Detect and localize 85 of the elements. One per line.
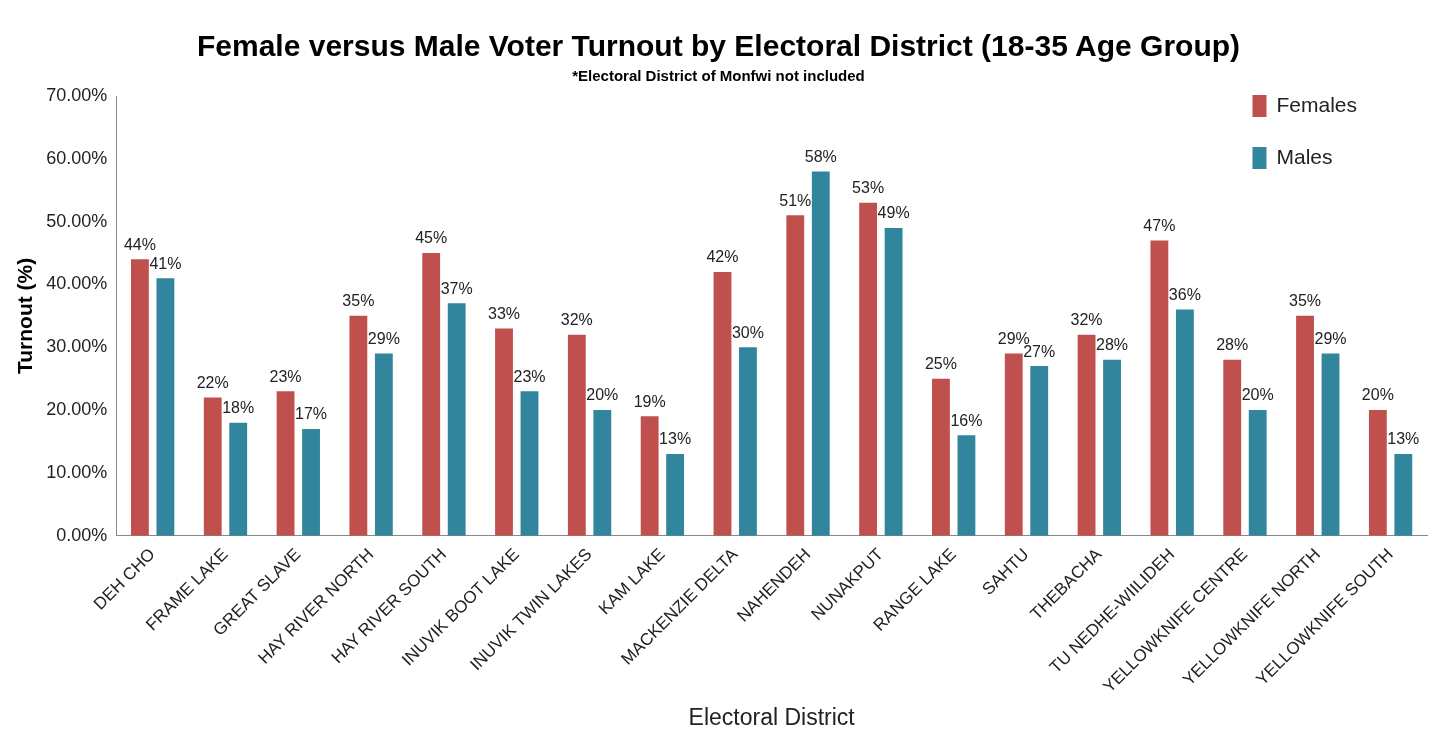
bar: [666, 454, 685, 536]
data-label: 16%: [950, 411, 983, 429]
bar: [859, 202, 878, 536]
y-tick-label: 70.00%: [46, 84, 108, 105]
data-label: 29%: [997, 329, 1030, 347]
bar: [1175, 309, 1194, 536]
bar: [1296, 315, 1314, 536]
bar: [1103, 359, 1121, 536]
chart-subtitle: *Electoral District of Monfwi not included: [572, 67, 865, 85]
data-label: 33%: [488, 304, 521, 322]
bar: [713, 271, 732, 536]
bar: [1248, 410, 1267, 536]
legend-label: Males: [1276, 144, 1333, 168]
bar: [786, 215, 805, 536]
y-tick-label: 40.00%: [46, 273, 108, 294]
y-tick-label: 60.00%: [46, 147, 108, 168]
data-label: 19%: [633, 392, 666, 410]
data-label: 53%: [852, 179, 885, 197]
data-label: 32%: [560, 311, 593, 329]
bar: [739, 347, 757, 536]
bar: [156, 278, 175, 536]
bar: [1077, 334, 1096, 536]
y-tick-label: 10.00%: [46, 461, 108, 482]
bar: [1004, 353, 1023, 536]
chart-title: Female versus Male Voter Turnout by Electoral District (18-35 Age Group): [196, 29, 1241, 63]
data-label: 58%: [804, 147, 837, 165]
data-label: 30%: [731, 323, 764, 341]
data-label: 17%: [295, 405, 328, 423]
data-label: 51%: [779, 191, 812, 209]
bar: [349, 315, 368, 536]
data-label: 13%: [659, 430, 692, 448]
data-label: 42%: [706, 248, 739, 266]
data-label: 18%: [222, 399, 255, 417]
bar: [640, 416, 659, 536]
data-label: 22%: [196, 373, 229, 391]
bar: [1150, 240, 1169, 536]
data-label: 35%: [342, 292, 375, 310]
x-axis-title: Electoral District: [688, 703, 856, 730]
bar: [520, 391, 539, 536]
bar: [495, 328, 513, 536]
y-axis-title: Turnout (%): [13, 257, 37, 374]
data-label: 13%: [1387, 430, 1420, 448]
data-label: 25%: [924, 355, 957, 373]
bar: [811, 171, 830, 536]
data-label: 28%: [1096, 336, 1129, 354]
data-label: 45%: [415, 229, 448, 247]
bar: [131, 259, 149, 536]
data-label: 32%: [1070, 311, 1103, 329]
data-label: 20%: [1241, 386, 1274, 404]
bar: [276, 391, 295, 536]
data-label: 49%: [877, 204, 910, 222]
bar: [447, 303, 466, 536]
bar: [1030, 366, 1049, 536]
data-label: 23%: [269, 367, 302, 385]
data-label: 37%: [440, 279, 473, 297]
y-tick-label: 20.00%: [46, 399, 108, 420]
data-label: 36%: [1168, 285, 1201, 303]
bar: [567, 334, 586, 536]
bar: [1223, 359, 1242, 536]
bar: [374, 353, 393, 536]
data-label: 41%: [149, 254, 182, 272]
bar: [229, 422, 248, 536]
data-label: 20%: [586, 386, 619, 404]
y-tick-label: 0.00%: [56, 524, 108, 545]
bar: [593, 410, 612, 536]
bar: [957, 435, 976, 536]
bar: [1394, 454, 1413, 536]
data-label: 35%: [1289, 292, 1322, 310]
bar: [1321, 353, 1340, 536]
data-label: 28%: [1216, 336, 1249, 354]
data-label: 29%: [1314, 329, 1347, 347]
data-label: 44%: [123, 235, 156, 253]
bar: [302, 428, 320, 536]
bar: [203, 397, 222, 536]
bar: [932, 378, 950, 536]
data-label: 23%: [513, 367, 546, 385]
bar: [884, 227, 903, 536]
bar: [422, 253, 441, 536]
y-tick-label: 50.00%: [46, 210, 108, 231]
data-label: 20%: [1361, 386, 1394, 404]
bar: [1368, 410, 1387, 536]
y-tick-label: 30.00%: [46, 336, 108, 357]
data-label: 47%: [1143, 216, 1176, 234]
data-label: 29%: [367, 329, 400, 347]
legend-label: Females: [1276, 92, 1358, 116]
